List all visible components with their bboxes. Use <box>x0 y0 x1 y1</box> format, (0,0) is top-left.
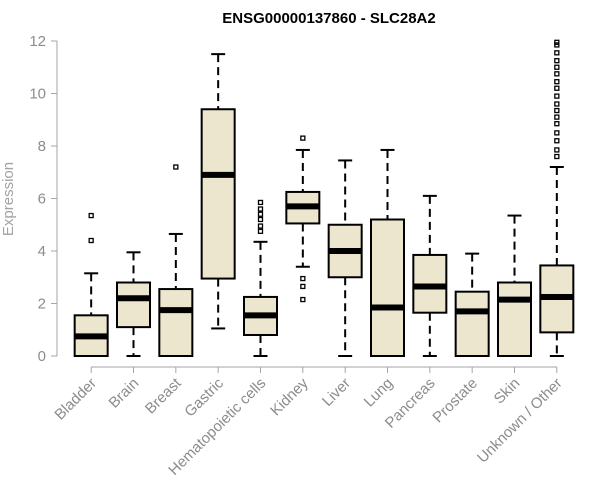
boxes-layer <box>73 39 575 357</box>
outlier-point <box>554 50 560 56</box>
box <box>454 290 490 357</box>
x-tick-label: Prostate <box>429 375 481 427</box>
outlier-point <box>554 138 560 144</box>
outlier-point <box>554 130 560 136</box>
box-group-kidney <box>285 135 321 303</box>
outlier-point <box>300 275 306 282</box>
outlier-point <box>257 199 264 206</box>
box-group-hematopoietic-cells <box>243 199 278 357</box>
outlier-point <box>257 223 264 229</box>
box <box>497 281 532 357</box>
outlier-point <box>554 107 560 114</box>
outlier-point <box>554 101 560 107</box>
outlier-point <box>257 228 264 234</box>
outlier-point <box>554 93 560 99</box>
x-tick-label: Bladder <box>51 375 100 424</box>
outlier-point <box>257 216 264 223</box>
y-tick-label-6: 6 <box>38 191 46 208</box>
box-group-pancreas <box>412 194 448 357</box>
outlier-point <box>300 135 306 141</box>
y-tick-label-2: 2 <box>38 296 46 313</box>
box-group-prostate <box>454 252 490 357</box>
box <box>200 108 236 280</box>
x-tick-label: Kidney <box>267 374 312 419</box>
x-tick-label: Brain <box>106 375 143 412</box>
outlier-point <box>257 206 264 212</box>
x-tick-label: Breast <box>142 374 185 417</box>
outlier-point <box>300 283 306 290</box>
outlier-point <box>554 114 560 120</box>
outlier-point <box>173 164 179 170</box>
box <box>370 218 405 357</box>
box-group-skin <box>497 214 532 357</box>
outlier-point <box>257 211 264 217</box>
box <box>116 281 151 329</box>
outlier-point <box>554 71 560 77</box>
outlier-point <box>554 39 560 45</box>
outlier-point <box>554 153 560 160</box>
outlier-point <box>554 121 560 127</box>
outlier-point <box>554 64 560 70</box>
box-group-brain <box>116 251 151 357</box>
box-group-lung <box>370 148 405 357</box>
box-group-breast <box>158 164 194 357</box>
box-group-gastric <box>200 53 236 330</box>
outlier-point <box>88 237 94 244</box>
y-axis-label: Expression <box>0 162 17 236</box>
y-tick-label-10: 10 <box>29 86 46 103</box>
outlier-point <box>300 296 306 303</box>
box-group-liver <box>327 159 363 357</box>
y-tick-label-12: 12 <box>29 33 46 50</box>
y-axis: 0 2 4 6 8 10 12 <box>29 33 58 365</box>
x-tick-label: Skin <box>491 375 524 408</box>
outlier-point <box>554 85 560 91</box>
outlier-point <box>554 147 560 153</box>
outlier-point <box>88 212 94 219</box>
y-tick-label-0: 0 <box>38 348 46 365</box>
x-tick-label: Lung <box>361 375 397 411</box>
outlier-point <box>554 79 560 85</box>
chart-title: ENSG00000137860 - SLC28A2 <box>222 10 435 27</box>
y-tick-label-8: 8 <box>38 138 46 155</box>
outlier-point <box>554 58 560 64</box>
y-tick-label-4: 4 <box>38 243 46 260</box>
box-group-bladder <box>73 212 109 357</box>
box-group-unknown-other <box>539 39 575 357</box>
x-tick-label: Liver <box>319 375 354 410</box>
box <box>158 288 194 357</box>
